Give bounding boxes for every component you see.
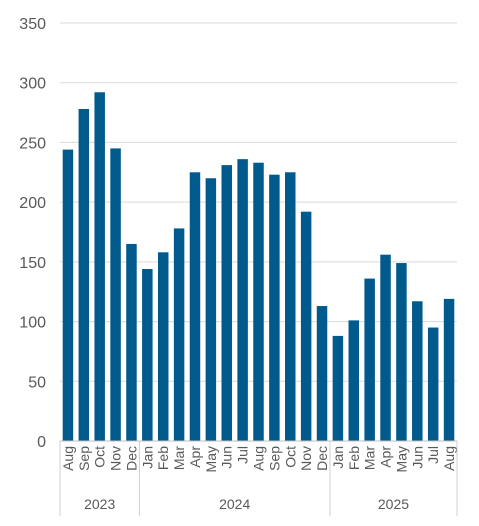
x-tick-label: Jan xyxy=(139,446,155,469)
x-tick-label: Feb xyxy=(155,446,171,470)
bar-mar xyxy=(173,228,185,441)
x-tick-label: May xyxy=(393,446,409,472)
bar-mar xyxy=(364,278,375,441)
y-tick-label: 0 xyxy=(37,434,46,451)
bar-aug xyxy=(253,162,264,441)
bar-apr xyxy=(380,254,391,441)
bar-jan xyxy=(332,335,344,441)
x-tick-label: Mar xyxy=(171,446,187,470)
x-tick-label: Sep xyxy=(76,446,92,471)
x-tick-label: Jun xyxy=(409,446,425,469)
bar-oct xyxy=(285,172,296,442)
x-tick-label: Dec xyxy=(123,446,139,471)
x-tick-label: Aug xyxy=(441,446,457,471)
x-tick-label: Aug xyxy=(60,446,76,471)
x-tick-label: Nov xyxy=(108,446,124,471)
bar-sep xyxy=(269,174,280,441)
bar-jul xyxy=(427,327,439,441)
x-axis-month-labels: Aug Sep Oct Nov Dec Jan Feb Mar Apr May Jun Jul Aug S… xyxy=(60,446,457,473)
x-tick-label: May xyxy=(203,446,219,472)
x-tick-label: Jan xyxy=(330,446,346,469)
year-label-2024: 2024 xyxy=(219,496,250,512)
bar-aug xyxy=(62,149,74,441)
x-tick-label: Dec xyxy=(314,446,330,471)
bar-nov xyxy=(110,148,121,441)
bar-apr xyxy=(189,172,201,442)
bar-feb xyxy=(348,320,360,441)
y-tick-label: 150 xyxy=(19,255,46,272)
year-label-2025: 2025 xyxy=(378,496,409,512)
y-tick-label: 100 xyxy=(19,315,46,332)
y-tick-label: 300 xyxy=(19,76,46,93)
bar-may xyxy=(205,178,217,441)
x-tick-label: Jul xyxy=(235,446,251,464)
x-tick-label: Apr xyxy=(187,446,203,468)
y-axis-tick-labels: 0 50 100 150 200 250 300 350 xyxy=(19,16,46,451)
y-tick-label: 200 xyxy=(19,195,46,212)
bar-oct xyxy=(94,92,105,442)
x-tick-label: Nov xyxy=(298,446,314,471)
x-axis-year-groups: 2023 2024 2025 xyxy=(59,441,458,516)
x-tick-label: Aug xyxy=(251,446,267,471)
bar-dec xyxy=(126,243,137,441)
bar-feb xyxy=(157,252,169,441)
x-tick-label: Oct xyxy=(92,446,108,468)
bar-dec xyxy=(316,306,328,441)
x-tick-label: Sep xyxy=(266,446,282,471)
bar-nov xyxy=(300,211,312,441)
y-tick-label: 350 xyxy=(19,16,46,33)
bar-jan xyxy=(142,269,153,441)
y-tick-label: 250 xyxy=(19,135,46,152)
y-tick-label: 50 xyxy=(28,374,46,391)
bar-jun xyxy=(412,301,423,441)
bar-may xyxy=(396,263,407,441)
x-tick-label: Mar xyxy=(362,446,378,470)
x-tick-label: Jun xyxy=(219,446,235,469)
bars xyxy=(62,92,455,442)
x-tick-label: Oct xyxy=(282,446,298,468)
x-tick-label: Apr xyxy=(378,446,394,468)
x-tick-label: Feb xyxy=(346,446,362,470)
x-tick-label: Jul xyxy=(425,446,441,464)
bar-sep xyxy=(78,108,90,441)
bar-aug xyxy=(443,298,455,441)
year-label-2023: 2023 xyxy=(84,496,115,512)
bar-jul xyxy=(237,159,248,442)
bar-jun xyxy=(221,165,232,441)
